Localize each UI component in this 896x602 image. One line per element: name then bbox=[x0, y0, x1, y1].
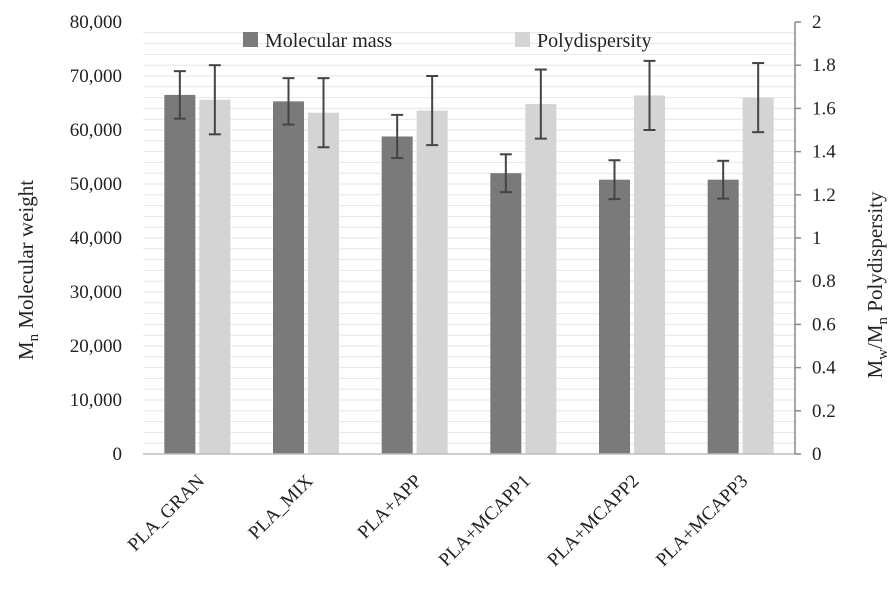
error-bar-polydispersity-1 bbox=[317, 77, 330, 149]
error-bar-molecular-mass-4 bbox=[608, 159, 621, 201]
left-tick-label: 30,000 bbox=[70, 282, 122, 303]
x-tick-label: PLA+APP bbox=[354, 471, 426, 543]
bar-polydispersity-4 bbox=[634, 95, 665, 454]
left-tick-label: 70,000 bbox=[70, 66, 122, 87]
left-tick-label: 80,000 bbox=[70, 12, 122, 33]
error-bar-polydispersity-2 bbox=[426, 75, 439, 147]
bar-molecular-mass-4 bbox=[599, 179, 630, 454]
x-tick-label: PLA+MCAPP2 bbox=[543, 471, 643, 571]
right-tick-label: 0.6 bbox=[812, 314, 836, 335]
bar-polydispersity-0 bbox=[199, 99, 231, 454]
left-axis-title: Mn Molecular weight bbox=[14, 180, 42, 360]
error-bar-polydispersity-4 bbox=[643, 59, 656, 131]
bar-polydispersity-5 bbox=[742, 97, 774, 454]
bar-polydispersity-3 bbox=[525, 104, 557, 454]
left-tick-label: 50,000 bbox=[70, 174, 122, 195]
right-tick-label: 0.8 bbox=[812, 271, 836, 292]
bar-molecular-mass-5 bbox=[707, 179, 739, 454]
left-tick-label: 60,000 bbox=[70, 120, 122, 141]
bars bbox=[164, 94, 774, 455]
legend: Molecular mass Polydispersity bbox=[243, 30, 651, 52]
error-bar-polydispersity-5 bbox=[752, 62, 765, 134]
left-tick-label: 20,000 bbox=[70, 336, 122, 357]
right-tick-label: 2 bbox=[812, 12, 822, 33]
bar-molecular-mass-1 bbox=[273, 101, 304, 454]
right-tick-label: 1.2 bbox=[812, 185, 836, 206]
right-tick-label: 0.4 bbox=[812, 358, 836, 379]
legend-swatch-polydispersity bbox=[515, 32, 530, 47]
bar-molecular-mass-2 bbox=[381, 136, 413, 455]
right-tick-label: 0.2 bbox=[812, 401, 836, 422]
bar-polydispersity-2 bbox=[416, 110, 448, 454]
gridlines bbox=[143, 32, 795, 444]
bar-polydispersity-1 bbox=[308, 112, 339, 454]
right-tick-label: 1.8 bbox=[812, 55, 836, 76]
left-tick-label: 10,000 bbox=[70, 390, 122, 411]
x-tick-label: PLA_MIX bbox=[244, 470, 317, 543]
error-bars bbox=[173, 59, 765, 201]
error-bar-molecular-mass-3 bbox=[499, 153, 512, 194]
bar-molecular-mass-0 bbox=[164, 94, 196, 455]
axes bbox=[143, 21, 801, 455]
legend-label-polydispersity: Polydispersity bbox=[537, 30, 651, 52]
legend-label-molecular-mass: Molecular mass bbox=[265, 30, 392, 52]
error-bar-polydispersity-3 bbox=[534, 68, 547, 140]
error-bar-molecular-mass-1 bbox=[282, 77, 295, 126]
error-bar-molecular-mass-5 bbox=[717, 159, 730, 200]
right-tick-label: 0 bbox=[812, 444, 822, 465]
x-tick-label: PLA+MCAPP3 bbox=[652, 471, 752, 571]
right-tick-label: 1 bbox=[812, 228, 822, 249]
left-tick-label: 0 bbox=[113, 444, 123, 465]
x-axis-ticks: PLA_GRAN PLA_MIX PLA+APP PLA+MCAPP1 PLA+MCAP… bbox=[124, 470, 752, 570]
right-axis-title: Mw/Mn Polydispersity bbox=[863, 191, 891, 378]
left-axis-ticks: 0 10,000 20,000 30,000 40,000 50,000 60,000 70,… bbox=[70, 12, 122, 465]
error-bar-molecular-mass-2 bbox=[391, 113, 404, 160]
right-tick-label: 1.6 bbox=[812, 98, 836, 119]
right-tick-label: 1.4 bbox=[812, 142, 836, 163]
legend-swatch-molecular-mass bbox=[243, 32, 258, 47]
x-tick-label: PLA+MCAPP1 bbox=[435, 471, 535, 571]
error-bar-molecular-mass-0 bbox=[173, 70, 186, 120]
right-axis-ticks: 0 0.2 0.4 0.6 0.8 1 1.2 1.4 1.6 1.8 2 bbox=[812, 12, 836, 465]
left-tick-label: 40,000 bbox=[70, 228, 122, 249]
x-tick-label: PLA_GRAN bbox=[124, 470, 209, 555]
bar-molecular-mass-3 bbox=[490, 173, 522, 454]
error-bar-polydispersity-0 bbox=[208, 64, 221, 136]
